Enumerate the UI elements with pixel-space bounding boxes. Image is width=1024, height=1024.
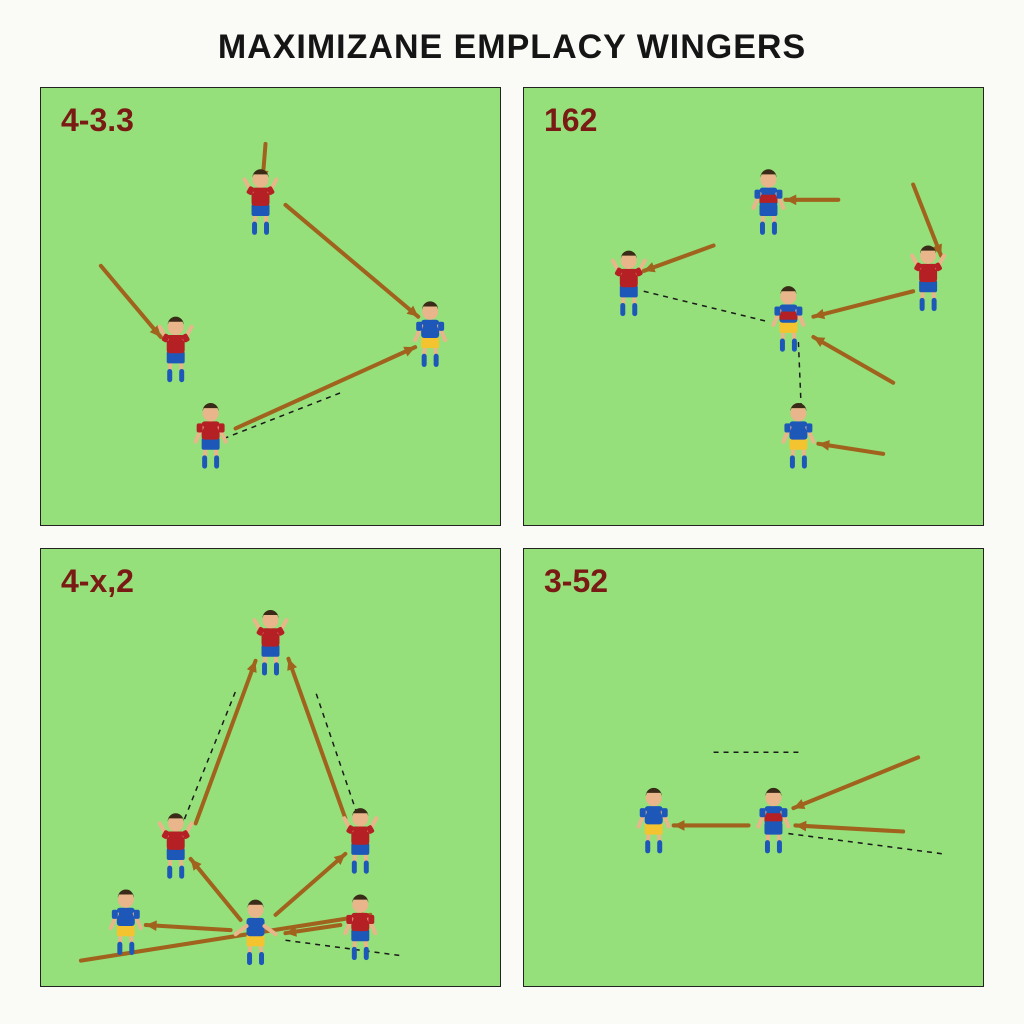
player-icon [773,286,803,349]
field-diagram [524,549,983,986]
arrow-head-icon [785,194,796,205]
player-icon [415,301,445,364]
movement-arrow [793,757,918,808]
movement-arrow [146,925,231,930]
pass-line [181,691,236,828]
movement-arrow [236,347,416,428]
player-icon [160,317,192,380]
arrow-head-icon [795,821,806,832]
player-icon [613,251,645,314]
movement-arrow [275,854,345,915]
player-icon [639,788,669,851]
player-icon [344,808,376,871]
panel-label: 3-52 [544,563,608,600]
tactic-panel: 3-52 [523,548,984,987]
movement-arrow [191,859,241,920]
movement-arrow [288,659,345,819]
page-title: MAXIMIZANE EMPLACY WINGERS [0,0,1024,87]
player-icon [196,403,226,466]
tactic-panel: 4-x,2 [40,548,501,987]
panel-grid: 4-3.3 162 4-x,2 3-52 [0,87,1024,1007]
player-icon [245,169,277,232]
tactic-panel: 4-3.3 [40,87,501,526]
movement-arrow [813,337,893,383]
player-icon [236,900,276,963]
panel-label: 4-x,2 [61,563,134,600]
player-icon [783,403,813,466]
movement-arrow [913,185,941,256]
player-icon [758,788,788,851]
arrow-head-icon [674,820,685,831]
field-diagram [41,549,500,986]
movement-arrow [795,825,903,831]
movement-arrow [813,291,913,316]
player-icon [160,813,192,876]
player-icon [255,610,287,673]
pass-line [285,940,400,955]
movement-arrow [644,246,714,271]
pass-line [224,393,341,439]
player-icon [111,889,141,952]
tactic-panel: 162 [523,87,984,526]
pass-line [644,291,769,321]
movement-arrow [196,661,256,824]
field-diagram [41,88,500,525]
panel-label: 4-3.3 [61,102,134,139]
player-icon [754,169,784,232]
arrow-head-icon [146,920,157,931]
field-diagram [524,88,983,525]
panel-label: 162 [544,102,597,139]
arrow-head-icon [644,262,656,272]
movement-arrow [285,205,418,317]
movement-arrow [101,266,161,337]
pass-line [798,342,801,413]
arrow-head-icon [287,659,297,671]
pass-line [788,834,943,854]
